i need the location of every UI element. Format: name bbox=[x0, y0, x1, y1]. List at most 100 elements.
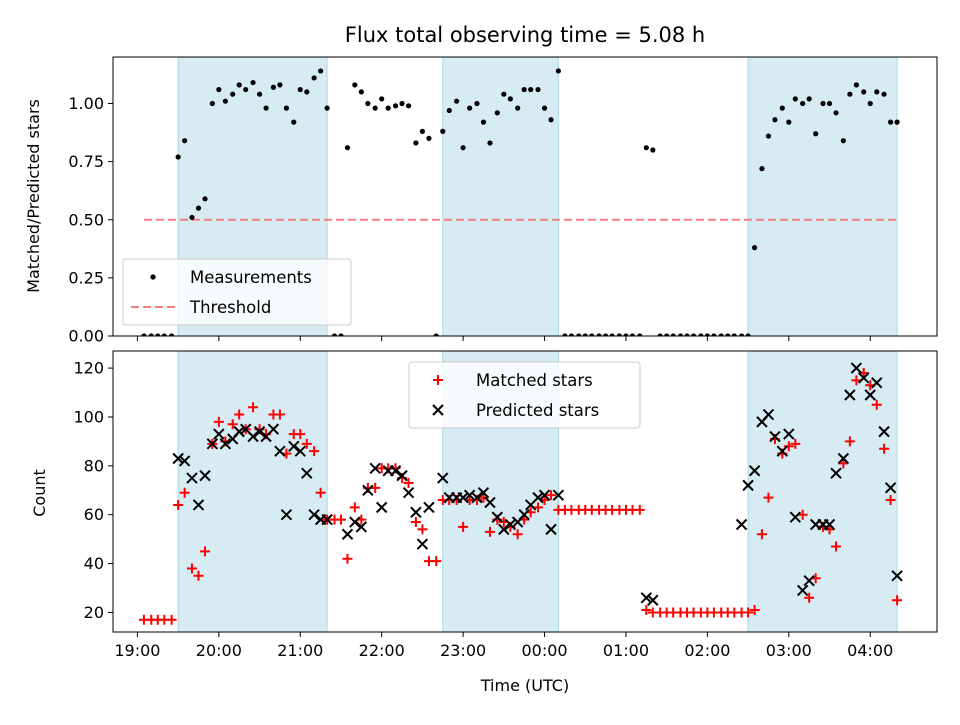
data-point bbox=[270, 84, 277, 90]
data-point bbox=[460, 145, 466, 151]
data-point bbox=[820, 100, 826, 107]
data-point bbox=[413, 140, 419, 146]
x-tick-label: 21:00 bbox=[277, 641, 323, 660]
matched-point bbox=[641, 605, 652, 616]
data-point bbox=[352, 82, 358, 88]
observing-window-band bbox=[747, 57, 898, 336]
predicted-point bbox=[410, 506, 422, 518]
matched-point bbox=[274, 409, 285, 420]
matched-point bbox=[797, 509, 808, 520]
predicted-point bbox=[518, 509, 530, 521]
predicted-point bbox=[477, 487, 490, 499]
matched-point bbox=[227, 419, 238, 430]
matched-point bbox=[783, 441, 794, 452]
data-point bbox=[372, 105, 378, 111]
x-tick-label: 04:00 bbox=[847, 641, 893, 660]
y-tick-label: 80 bbox=[84, 456, 104, 475]
matched-point bbox=[546, 490, 557, 501]
matched-point bbox=[166, 614, 177, 625]
predicted-point bbox=[178, 455, 191, 467]
data-point bbox=[826, 100, 833, 107]
data-point bbox=[392, 103, 399, 109]
predicted-point bbox=[498, 523, 510, 536]
predicted-point bbox=[762, 408, 775, 421]
predicted-point bbox=[402, 487, 415, 499]
x-tick-label: 19:00 bbox=[114, 641, 160, 660]
data-point bbox=[813, 131, 819, 137]
data-point bbox=[283, 105, 290, 111]
data-point bbox=[677, 333, 684, 336]
predicted-point bbox=[369, 462, 381, 474]
matched-point bbox=[173, 499, 184, 510]
predicted-point bbox=[219, 438, 232, 450]
matched-point bbox=[179, 487, 190, 498]
data-point bbox=[690, 333, 697, 336]
data-point bbox=[236, 82, 242, 88]
data-point bbox=[331, 333, 338, 336]
legend-label-matched: Matched stars bbox=[476, 371, 593, 390]
y-tick-label: 40 bbox=[84, 554, 104, 573]
data-point bbox=[304, 89, 310, 95]
data-point bbox=[535, 86, 541, 93]
predicted-point bbox=[823, 518, 836, 531]
matched-point bbox=[309, 446, 320, 457]
matched-point bbox=[831, 541, 842, 552]
y-tick-label: 0.50 bbox=[68, 210, 104, 229]
data-point bbox=[779, 105, 785, 111]
data-point bbox=[467, 105, 473, 111]
y-tick-label: 120 bbox=[73, 359, 104, 378]
data-point bbox=[861, 89, 867, 95]
x-tick-label: 02:00 bbox=[684, 641, 730, 660]
data-point bbox=[792, 96, 798, 102]
predicted-point bbox=[850, 362, 863, 374]
matched-point bbox=[790, 438, 801, 449]
predicted-point bbox=[878, 425, 890, 438]
data-point bbox=[548, 117, 554, 123]
legend-label-threshold: Threshold bbox=[189, 298, 271, 317]
matched-point bbox=[749, 605, 760, 616]
data-point bbox=[840, 138, 846, 144]
data-point bbox=[344, 145, 351, 151]
data-point bbox=[189, 214, 195, 221]
matched-point bbox=[892, 595, 903, 606]
data-point bbox=[772, 117, 778, 123]
axes-frame bbox=[112, 56, 938, 337]
legend: Measurements Threshold bbox=[122, 258, 352, 326]
predicted-point bbox=[396, 469, 408, 482]
matched-point bbox=[512, 529, 523, 540]
data-point bbox=[603, 333, 609, 336]
bottom-plot-area: 20 40 60 80 100 120 19:00 20:00 21:00 22:00 23:00 0… bbox=[73, 350, 938, 660]
y-tick-label: 1.00 bbox=[68, 94, 104, 113]
data-point bbox=[379, 96, 385, 102]
legend-box bbox=[122, 258, 352, 326]
data-point bbox=[718, 333, 724, 336]
data-point bbox=[385, 105, 391, 111]
data-point bbox=[698, 333, 704, 336]
data-point bbox=[752, 245, 758, 251]
data-point bbox=[454, 98, 460, 104]
matched-point bbox=[879, 443, 890, 454]
matched-point bbox=[484, 526, 495, 537]
x-tick-label: 00:00 bbox=[521, 641, 567, 660]
predicted-point bbox=[341, 528, 354, 540]
matched-point bbox=[186, 563, 197, 574]
data-point bbox=[664, 333, 670, 336]
predicted-point bbox=[463, 489, 476, 501]
data-point bbox=[759, 166, 765, 172]
y-tick-label: 100 bbox=[73, 407, 104, 426]
predicted-point bbox=[783, 428, 795, 440]
data-point bbox=[765, 133, 772, 139]
matched-point bbox=[844, 436, 855, 447]
predicted-point bbox=[375, 501, 388, 514]
matched-point bbox=[213, 416, 224, 427]
data-point bbox=[169, 333, 175, 336]
data-point bbox=[887, 119, 894, 125]
y-axis-label-bottom: Count bbox=[30, 469, 49, 517]
matched-point bbox=[885, 495, 896, 506]
data-point bbox=[446, 107, 452, 114]
data-point bbox=[562, 333, 568, 336]
matched-point bbox=[335, 514, 346, 525]
data-point bbox=[596, 333, 602, 336]
